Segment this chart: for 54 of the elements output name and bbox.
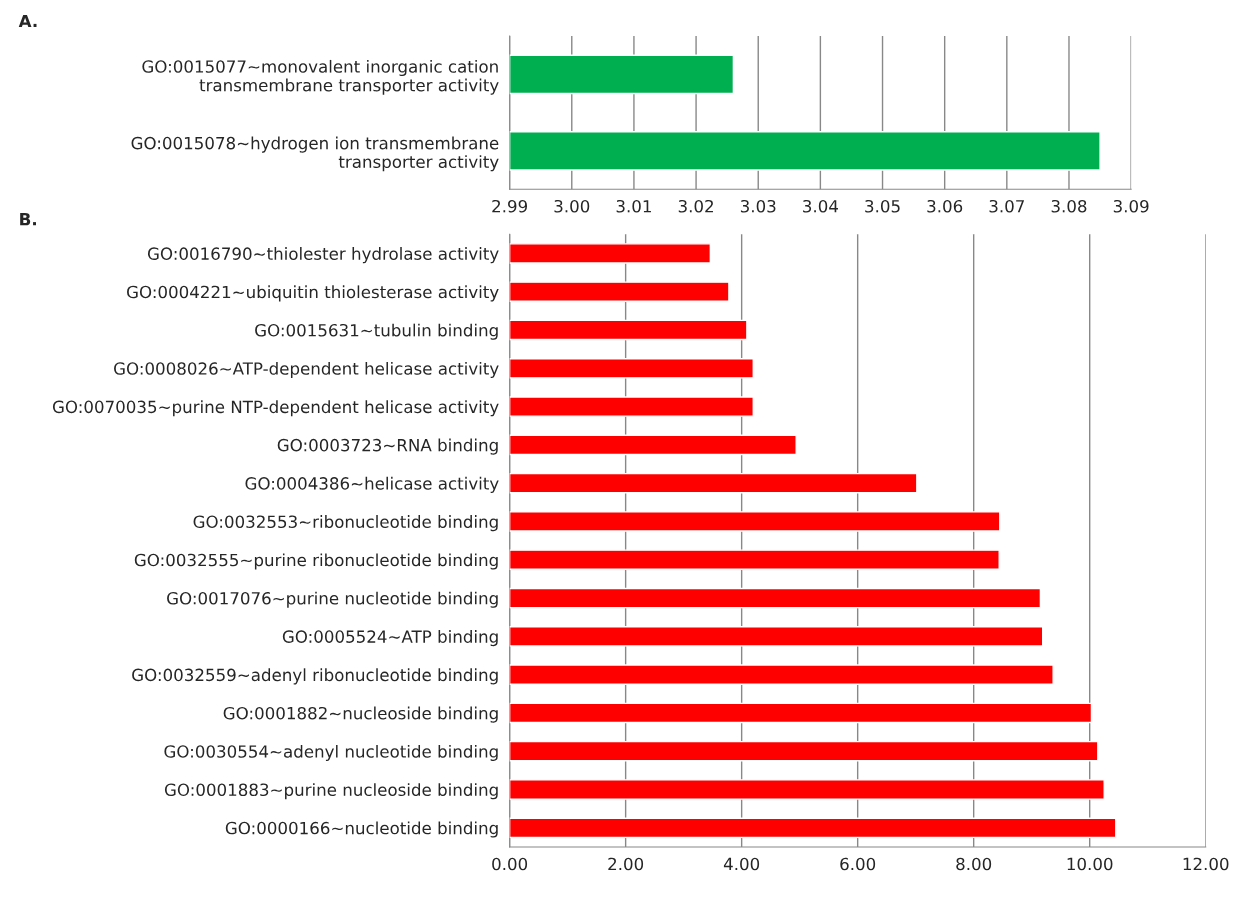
x-tick-label: 3.00 (554, 199, 590, 213)
y-tick-label: GO:0017076~purine nucleotide binding (167, 591, 498, 608)
text: B. (20, 213, 36, 226)
x-tick-label: 3.06 (927, 199, 963, 213)
x-tick-label: 0.00 (492, 857, 528, 871)
y-tick-label: GO:0015078~hydrogen ion transmembrane transporter activity (131, 136, 499, 172)
bar (509, 549, 1000, 571)
bar (509, 740, 1099, 762)
y-tick-label: GO:0070035~purine NTP-dependent helicase activity (52, 400, 499, 417)
bar (509, 472, 918, 494)
y-tick-label: GO:0008026~ATP-dependent helicase activity (114, 361, 499, 379)
x-tick-label: 3.05 (865, 199, 900, 213)
y-tick-label: GO:0001882~nucleoside binding (223, 706, 498, 723)
bar (509, 779, 1105, 800)
y-tick-label: GO:0004386~helicase activity (245, 476, 499, 493)
bar (509, 587, 1042, 609)
x-tick-label: 8.00 (956, 857, 992, 871)
y-tick-label: GO:0001883~purine nucleoside binding (164, 783, 498, 800)
bar (509, 319, 748, 341)
y-tick-label: GO:0030554~adenyl nucleotide binding (164, 744, 498, 762)
x-tick-label: 2.00 (608, 857, 644, 871)
bar (509, 702, 1093, 724)
x-tick-label: 3.08 (1051, 199, 1087, 213)
bar (509, 243, 712, 264)
y-tick-label: GO:0032559~adenyl ribonucleotide binding (132, 668, 498, 685)
x-tick-label: 3.02 (678, 199, 713, 213)
bar (509, 664, 1054, 685)
x-tick-label: 6.00 (840, 857, 876, 871)
bar (509, 817, 1117, 839)
bar (509, 626, 1044, 647)
y-tick-label: GO:0004221~ubiquitin thiolesterase activity (127, 285, 499, 302)
y-tick-label: GO:0015077~monovalent inorganic cation transmembrane transporter activity (142, 59, 499, 95)
y-tick-label: GO:0005524~ATP binding (282, 630, 498, 647)
y-tick-label: GO:0032553~ribonucleotide binding (193, 515, 498, 532)
x-tick-label: 4.00 (723, 857, 760, 871)
bar (509, 511, 1001, 532)
y-tick-label: GO:0016790~thiolester hydrolase activity (147, 247, 499, 264)
bar (509, 281, 730, 302)
y-tick-label: GO:0032555~purine ribonucleotide binding (134, 553, 498, 570)
y-tick-label: GO:0000166~nucleotide binding (225, 821, 498, 838)
bar (509, 396, 754, 417)
x-tick-label: 2.99 (492, 199, 528, 213)
x-tick-label: 3.01 (616, 199, 651, 213)
x-tick-label: 10.00 (1067, 857, 1113, 871)
bar (509, 434, 797, 456)
x-tick-label: 3.09 (1113, 199, 1149, 213)
x-tick-label: 3.07 (989, 199, 1024, 213)
x-tick-label: 12.00 (1183, 857, 1229, 871)
x-tick-label: 3.03 (740, 199, 776, 213)
bar (509, 358, 754, 379)
text: A. (18, 14, 37, 28)
y-tick-label: GO:0015631~tubulin binding (255, 323, 498, 340)
y-tick-label: GO:0003723~RNA binding (277, 438, 498, 455)
x-tick-label: 3.04 (803, 199, 838, 213)
